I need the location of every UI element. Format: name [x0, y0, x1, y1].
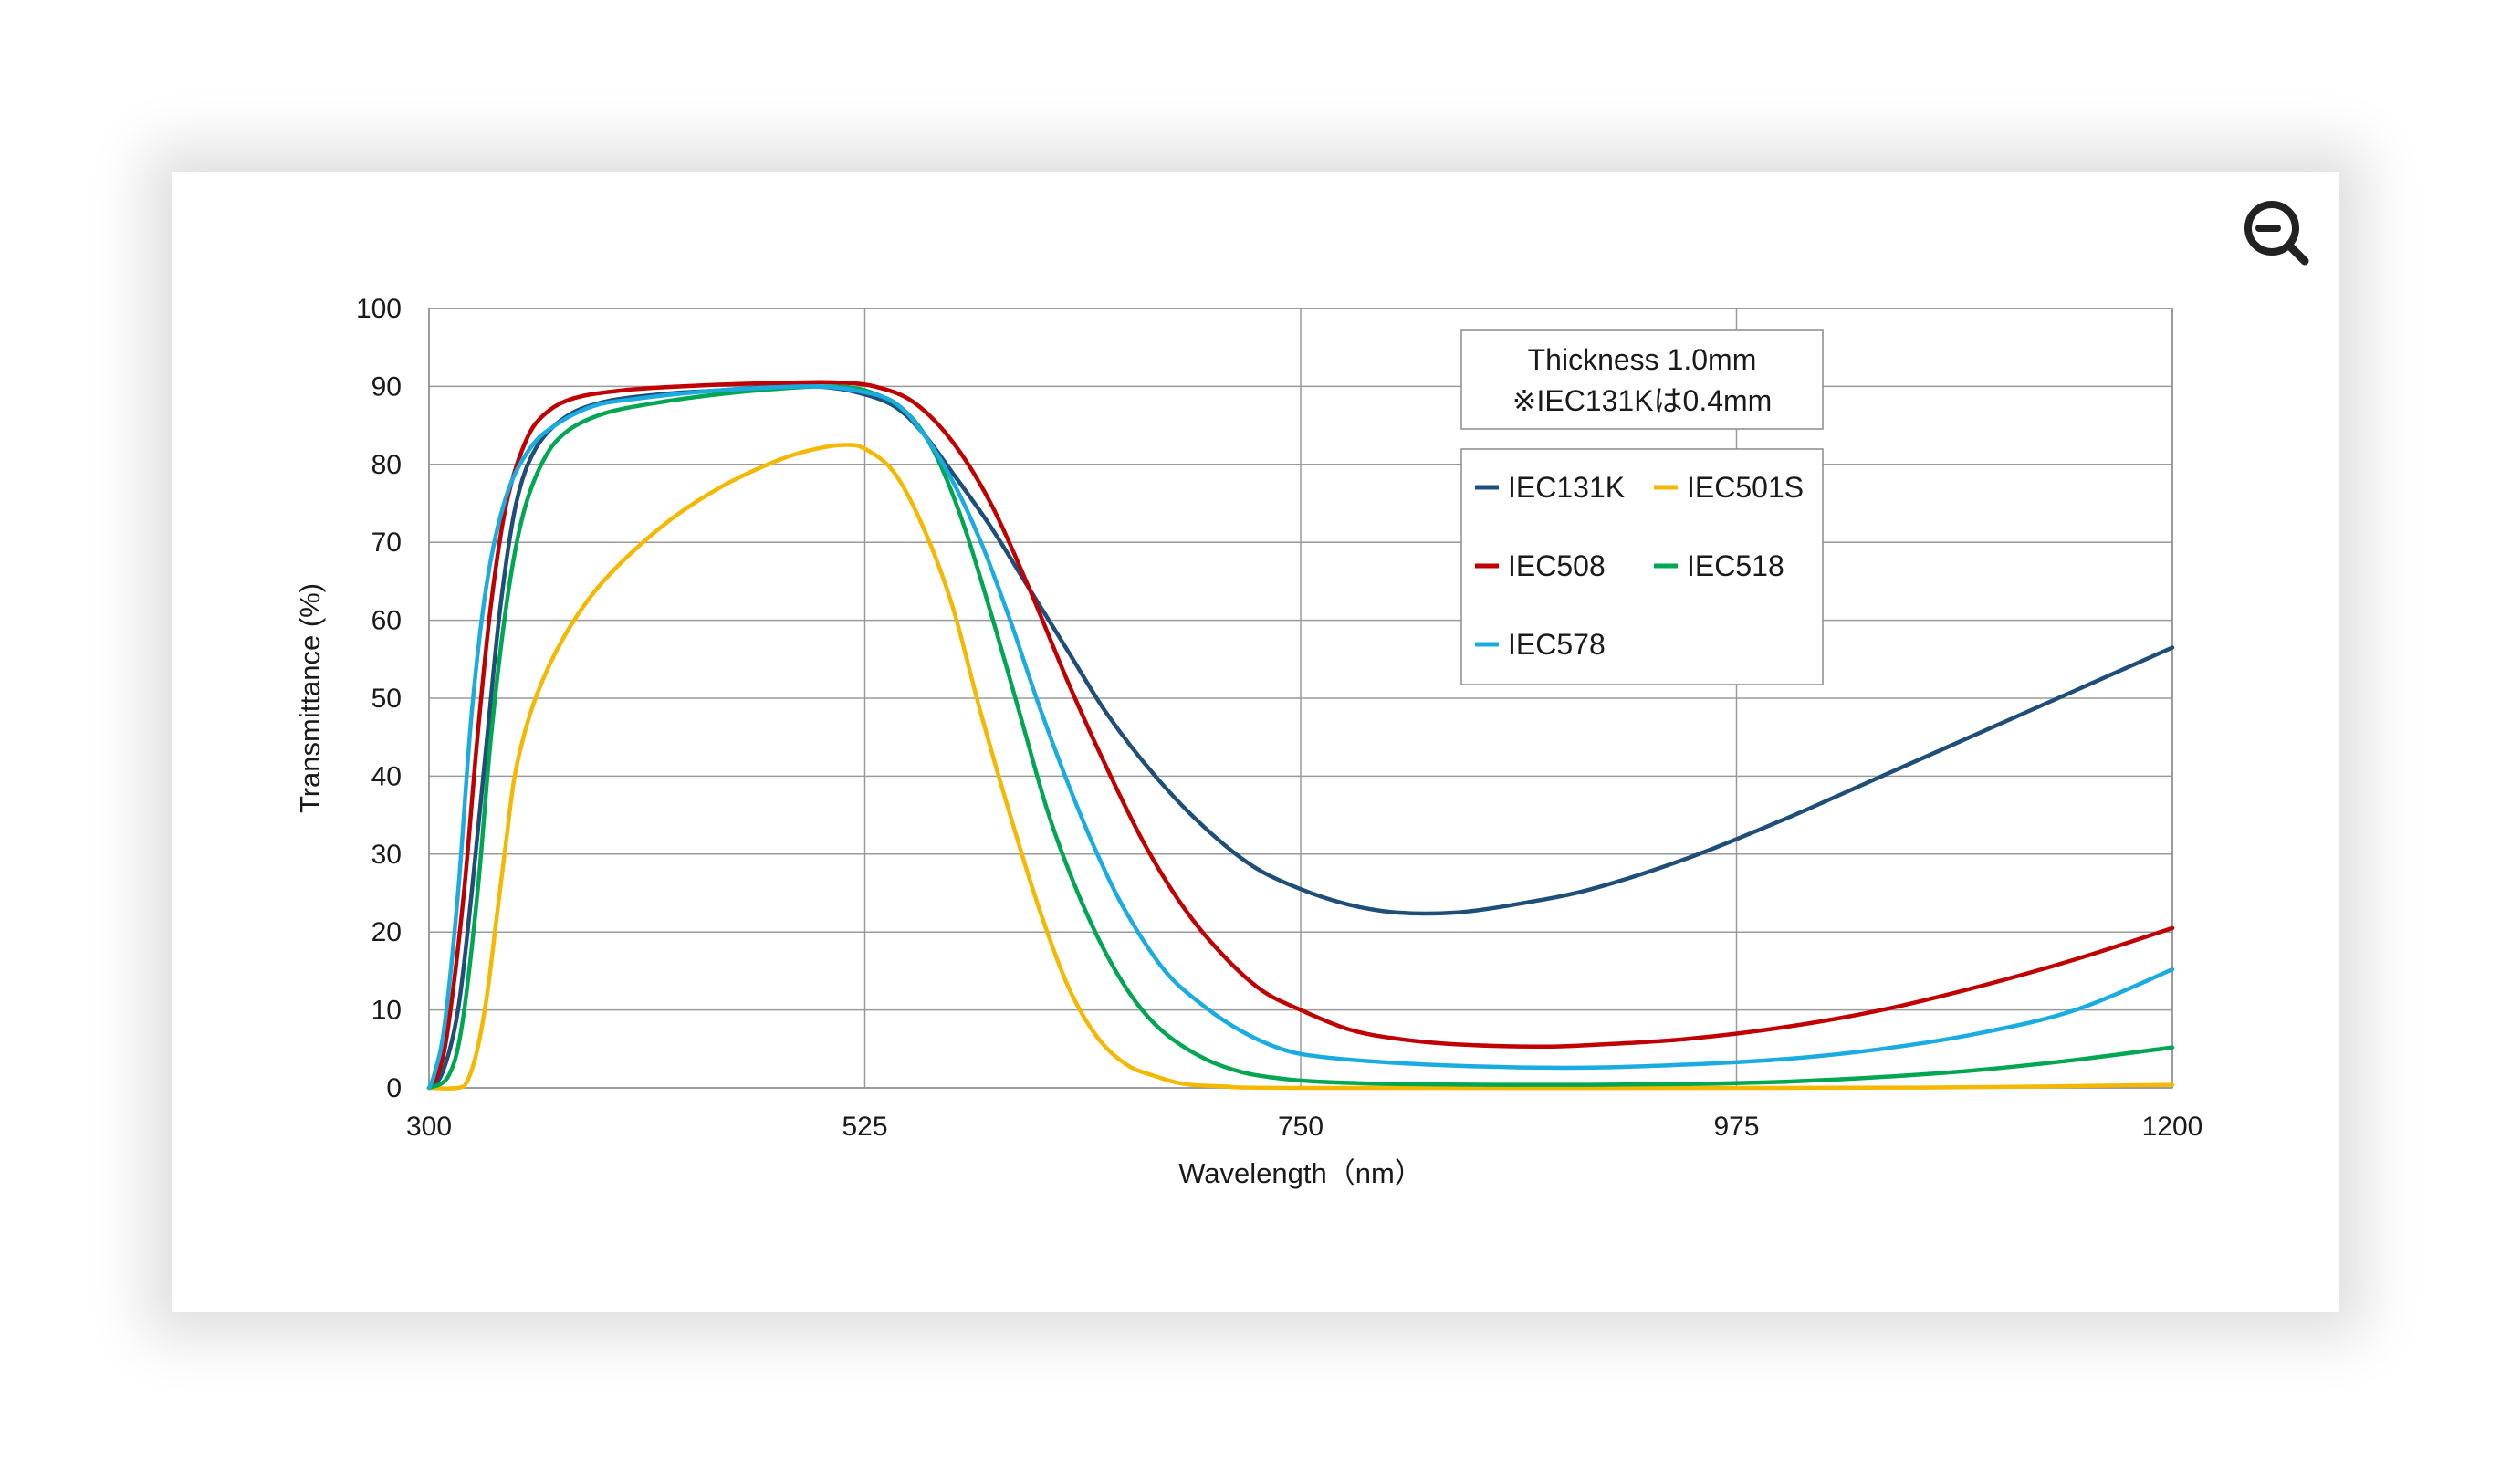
series-line-iec578 — [426, 384, 2175, 1091]
legend-items: IEC131K IEC501S IEC508 IEC518 IEC578 — [1475, 471, 1804, 661]
y-axis-title: Transmittance (%) — [294, 583, 326, 813]
legend-box — [1460, 448, 1824, 685]
x-axis-ticks: 300 525 750 975 1200 — [406, 1112, 2202, 1142]
legend: IEC131K IEC501S IEC508 IEC518 IEC578 — [1460, 448, 1824, 685]
y-tick-label: 0 — [386, 1073, 402, 1103]
thickness-note: Thickness 1.0mm ※IEC131Kは0.4mm — [1460, 329, 1824, 430]
x-tick-label: 750 — [1278, 1112, 1324, 1142]
note-line-1: Thickness 1.0mm — [1528, 343, 1757, 376]
x-tick-label: 525 — [842, 1112, 887, 1142]
y-tick-label: 60 — [371, 606, 402, 636]
note-box — [1460, 329, 1824, 430]
x-tick-label: 975 — [1713, 1112, 1759, 1142]
x-tick-label: 300 — [406, 1112, 452, 1142]
legend-label-iec578: IEC578 — [1508, 628, 1606, 661]
y-axis-ticks: 0 10 20 30 40 50 60 70 80 90 100 — [356, 294, 402, 1103]
legend-label-iec501s: IEC501S — [1687, 471, 1804, 504]
y-tick-label: 20 — [371, 917, 402, 947]
legend-label-iec518: IEC518 — [1687, 549, 1784, 582]
series-line-iec518 — [426, 384, 2175, 1091]
chart-card — [172, 172, 2339, 1312]
zoom-out-icon[interactable] — [2241, 197, 2314, 270]
legend-label-iec508: IEC508 — [1508, 549, 1606, 582]
x-tick-label: 1200 — [2142, 1112, 2203, 1142]
grid — [428, 308, 2173, 1089]
y-tick-label: 40 — [371, 761, 402, 791]
y-tick-label: 90 — [371, 371, 402, 402]
y-tick-label: 50 — [371, 684, 402, 714]
series-lines — [426, 380, 2175, 1091]
note-line-2: ※IEC131Kは0.4mm — [1512, 384, 1773, 417]
legend-label-iec131k: IEC131K — [1508, 471, 1625, 504]
series-line-iec131k — [426, 383, 2175, 1091]
y-tick-label: 100 — [356, 294, 402, 324]
series-line-iec501s — [426, 443, 2175, 1091]
x-axis-title: Wavelength（nm） — [1178, 1157, 1423, 1189]
y-tick-label: 70 — [371, 528, 402, 558]
series-line-iec508 — [426, 380, 2175, 1091]
y-tick-label: 10 — [371, 996, 402, 1026]
y-tick-label: 80 — [371, 450, 402, 480]
y-tick-label: 30 — [371, 840, 402, 870]
